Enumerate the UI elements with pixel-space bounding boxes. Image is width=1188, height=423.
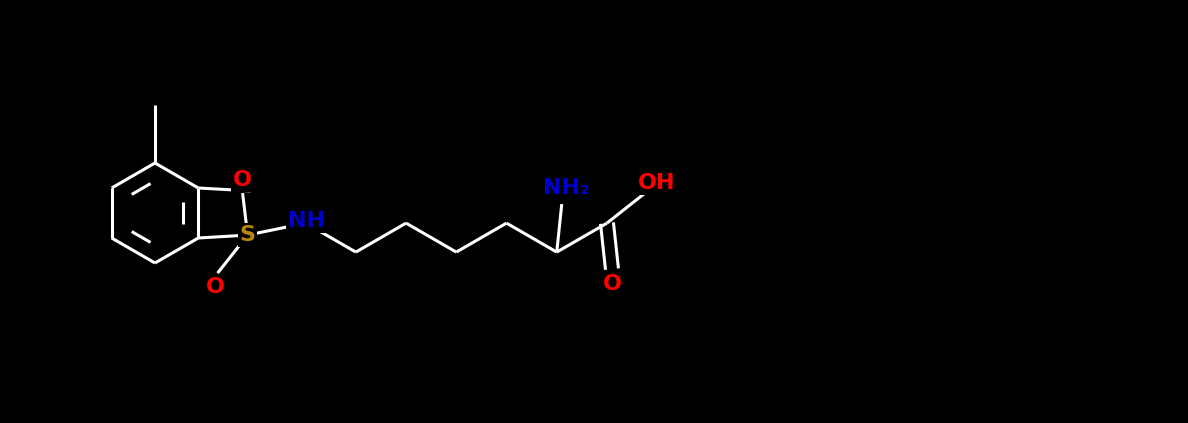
Text: O: O	[233, 170, 252, 190]
Text: S: S	[240, 225, 255, 245]
Text: NH₂: NH₂	[543, 178, 590, 198]
Text: NH: NH	[289, 211, 326, 231]
Text: O: O	[602, 274, 621, 294]
Text: O: O	[206, 277, 225, 297]
Text: OH: OH	[638, 173, 676, 193]
